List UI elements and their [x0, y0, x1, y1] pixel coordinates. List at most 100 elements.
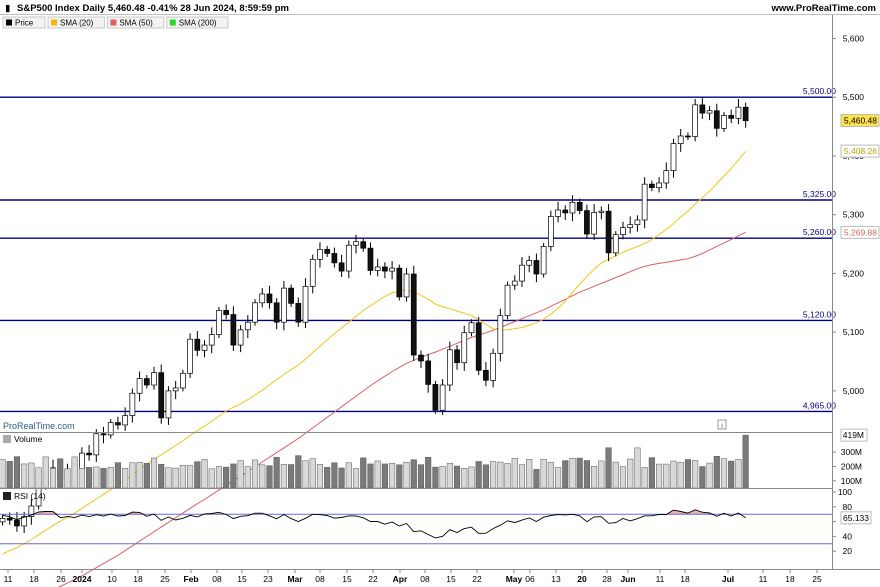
candle-body	[317, 248, 323, 260]
candle-body	[252, 302, 258, 323]
volume-bar	[555, 467, 562, 489]
volume-tick-label: 200M	[841, 462, 862, 472]
horizontal-line-label: 5,325.00	[803, 189, 836, 199]
candle-body	[122, 415, 129, 426]
legend-item	[2, 16, 46, 29]
indicator-legend[interactable]: Price SMA (20) SMA (50) SMA (200)	[2, 16, 229, 29]
volume-bar	[172, 467, 179, 489]
candle-body	[620, 227, 626, 236]
volume-bar	[540, 458, 547, 489]
last-price-badge	[840, 113, 880, 127]
time-tick-label: 22	[472, 574, 482, 584]
volume-bar	[468, 466, 475, 489]
volume-bar	[670, 460, 677, 489]
volume-bar	[107, 466, 114, 489]
candle-body	[735, 106, 742, 119]
volume-bar	[656, 463, 663, 489]
volume-bar	[136, 462, 143, 489]
volume-last-badge	[840, 428, 868, 442]
candlesticks	[0, 96, 749, 534]
candle-body	[86, 452, 92, 456]
candle-body	[663, 170, 670, 184]
candle-body	[468, 322, 475, 334]
volume-bar	[237, 460, 244, 489]
time-tick-label: May	[506, 574, 523, 584]
chart-title: S&P500 Index Daily 5,460.48 -0.41% 28 Ju…	[17, 3, 289, 14]
volume-bar	[526, 459, 533, 489]
volume-bar	[259, 464, 266, 489]
volume-bar	[547, 461, 554, 489]
volume-bar	[78, 467, 85, 489]
candle-body	[446, 349, 453, 386]
volume-bar	[663, 463, 670, 489]
candle-body	[699, 104, 706, 114]
time-tick-label: Mar	[287, 574, 303, 584]
time-tick-label: 08	[212, 574, 222, 584]
candle-body	[432, 384, 439, 411]
candle-body	[93, 433, 100, 456]
volume-bar	[692, 460, 699, 489]
volume-bar	[21, 463, 28, 489]
candle-body	[562, 209, 569, 214]
volume-bar	[150, 457, 158, 489]
candle-body	[728, 115, 735, 119]
info-icon[interactable]: i	[721, 423, 723, 430]
volume-bar	[49, 468, 57, 489]
time-tick-label: 26	[56, 574, 66, 584]
rsi-tick-label: 100	[838, 487, 852, 497]
rsi-last-badge	[840, 511, 872, 525]
volume-bars	[0, 434, 749, 489]
volume-last-label: 419M	[843, 430, 864, 440]
candle-body	[439, 384, 446, 411]
candle-body	[367, 247, 374, 271]
volume-bar	[35, 467, 42, 489]
candle-body	[461, 332, 468, 364]
volume-bar	[42, 456, 49, 489]
support-resistance-lines[interactable]: 5,500.00 5,325.00 5,260.00 5,120.00 4,965.00	[0, 86, 836, 413]
volume-bar	[352, 468, 360, 489]
rsi-overbought-fill	[2, 509, 746, 515]
volume-bar	[244, 466, 251, 489]
sma20-badge	[840, 144, 880, 158]
volume-bar	[446, 462, 453, 489]
candle-body	[519, 264, 525, 282]
volume-bar	[0, 459, 6, 489]
volume-bar	[223, 466, 230, 489]
volume-bar	[453, 465, 461, 489]
volume-bar	[706, 462, 713, 489]
candle-body	[353, 241, 359, 246]
candle-body	[641, 183, 648, 221]
candle-body	[692, 104, 698, 137]
legend-label: SMA (20)	[60, 19, 94, 28]
time-tick-label: Jul	[722, 574, 734, 584]
volume-bar	[114, 462, 121, 489]
sma20-line	[2, 150, 746, 555]
price-tick-label: 5,300	[843, 210, 865, 220]
volume-bar	[735, 459, 742, 489]
candle-body	[526, 260, 533, 266]
rsi-indicator	[0, 509, 832, 545]
candle-body	[418, 354, 424, 362]
candle-body	[208, 334, 215, 346]
volume-bar	[316, 464, 324, 489]
candle-body	[259, 293, 266, 304]
volume-bar	[720, 458, 728, 489]
volume-bar	[187, 465, 194, 489]
chart-title-icon: ▮	[5, 3, 10, 14]
volume-bar	[728, 460, 735, 489]
volume-legend-label: Volume	[14, 434, 43, 444]
info-button[interactable]	[717, 419, 727, 430]
horizontal-line-label: 4,965.00	[803, 400, 836, 410]
price-tick-label: 5,600	[843, 33, 865, 43]
candle-body	[454, 349, 460, 364]
volume-bar	[742, 434, 749, 489]
candle-body	[115, 422, 121, 426]
candle-body	[0, 517, 6, 523]
candle-body	[410, 273, 417, 356]
candle-body	[497, 315, 504, 354]
candle-body	[721, 115, 727, 129]
legend-item	[47, 16, 105, 29]
candle-body	[533, 260, 540, 275]
volume-bar	[360, 457, 367, 489]
volume-axis-ticks: 100M 200M 300M 419M	[832, 428, 868, 486]
